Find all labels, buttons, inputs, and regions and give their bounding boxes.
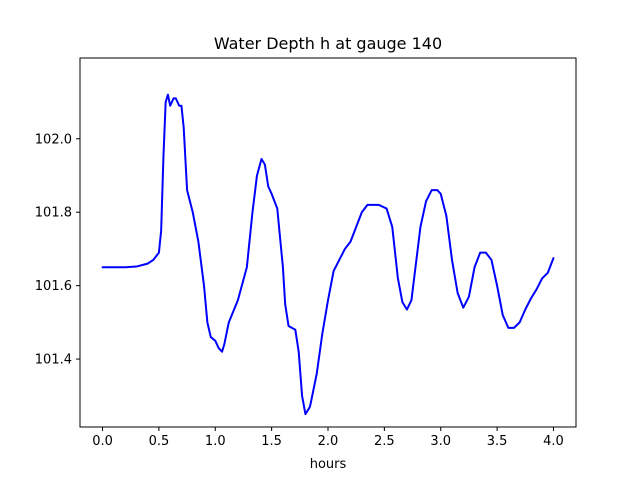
y-axis: 101.4 101.6 101.8 102.0 <box>35 132 80 368</box>
chart-title: Water Depth h at gauge 140 <box>214 34 442 53</box>
x-tick-label: 3.0 <box>430 434 451 449</box>
x-axis: 0.0 0.5 1.0 1.5 2.0 2.5 3.0 3.5 4.0 <box>92 427 564 449</box>
x-axis-label: hours <box>310 457 347 472</box>
y-tick-label: 102.0 <box>35 132 72 147</box>
x-tick-label: 1.5 <box>261 434 282 449</box>
x-tick-label: 1.0 <box>205 434 226 449</box>
x-tick-label: 2.0 <box>318 434 339 449</box>
y-tick-label: 101.4 <box>35 353 72 368</box>
x-tick-label: 0.5 <box>149 434 170 449</box>
series-line <box>101 93 555 416</box>
x-tick-label: 4.0 <box>543 434 564 449</box>
x-tick-label: 3.5 <box>487 434 508 449</box>
y-tick-label: 101.8 <box>35 206 72 221</box>
x-tick-label: 0.0 <box>92 434 113 449</box>
x-tick-label: 2.5 <box>374 434 395 449</box>
y-tick-label: 101.6 <box>35 279 72 294</box>
